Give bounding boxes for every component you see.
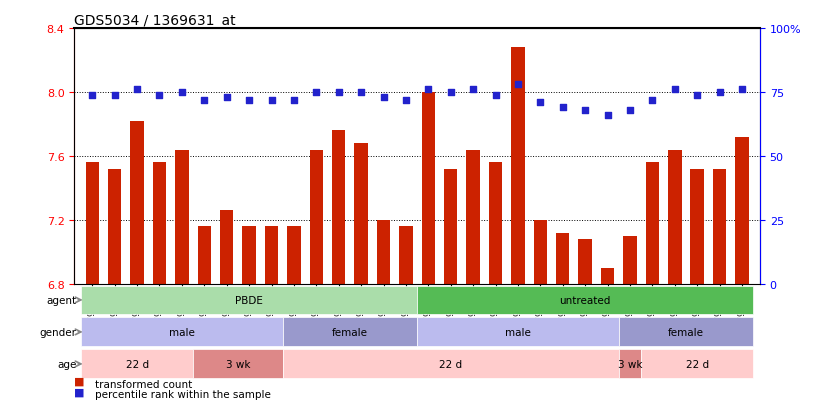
Point	[444, 90, 458, 96]
Text: agent: agent	[46, 295, 77, 305]
Text: male: male	[505, 327, 531, 337]
FancyBboxPatch shape	[282, 318, 417, 347]
Point	[534, 100, 547, 106]
Bar	[444, 169, 458, 284]
Point	[713, 90, 726, 96]
Point	[578, 107, 591, 114]
Point	[354, 90, 368, 96]
FancyBboxPatch shape	[619, 318, 753, 347]
Text: 22 d: 22 d	[686, 359, 709, 369]
Bar	[108, 169, 121, 284]
Bar	[377, 221, 390, 284]
Point	[86, 92, 99, 99]
Bar	[601, 268, 615, 284]
FancyBboxPatch shape	[81, 318, 282, 347]
Point	[243, 97, 256, 104]
Text: untreated: untreated	[559, 295, 611, 305]
Point	[287, 97, 301, 104]
Point	[265, 97, 278, 104]
Bar	[287, 227, 301, 284]
Bar	[399, 227, 413, 284]
FancyBboxPatch shape	[193, 350, 282, 378]
Bar	[310, 150, 323, 284]
Bar	[242, 227, 256, 284]
Bar	[489, 163, 502, 284]
Text: 3 wk: 3 wk	[618, 359, 643, 369]
Point	[556, 105, 569, 112]
Bar	[578, 240, 592, 284]
Point	[601, 112, 615, 119]
Point	[422, 87, 435, 93]
Point	[332, 90, 345, 96]
Text: 3 wk: 3 wk	[225, 359, 250, 369]
Text: female: female	[668, 327, 704, 337]
Point	[108, 92, 121, 99]
Text: transformed count: transformed count	[95, 379, 192, 389]
Point	[310, 90, 323, 96]
Bar	[175, 150, 188, 284]
Point	[197, 97, 211, 104]
Bar	[354, 144, 368, 284]
Point	[377, 95, 390, 101]
FancyBboxPatch shape	[417, 318, 619, 347]
Text: age: age	[57, 359, 77, 369]
FancyBboxPatch shape	[282, 350, 619, 378]
Text: PBDE: PBDE	[235, 295, 263, 305]
Bar	[624, 236, 637, 284]
Bar	[265, 227, 278, 284]
Bar	[197, 227, 211, 284]
Bar	[153, 163, 166, 284]
Bar	[131, 121, 144, 284]
Text: 22 d: 22 d	[126, 359, 149, 369]
FancyBboxPatch shape	[641, 350, 753, 378]
Bar	[556, 233, 569, 284]
Point	[399, 97, 412, 104]
Bar	[691, 169, 704, 284]
Bar	[735, 138, 748, 284]
Point	[153, 92, 166, 99]
Point	[131, 87, 144, 93]
Bar	[332, 131, 345, 284]
Point	[175, 90, 188, 96]
Point	[624, 107, 637, 114]
Text: percentile rank within the sample: percentile rank within the sample	[95, 389, 271, 399]
Bar	[534, 221, 547, 284]
Bar	[86, 163, 99, 284]
Bar	[467, 150, 480, 284]
Point	[511, 82, 525, 88]
FancyBboxPatch shape	[619, 350, 641, 378]
FancyBboxPatch shape	[417, 286, 753, 315]
FancyBboxPatch shape	[81, 286, 417, 315]
Text: 22 d: 22 d	[439, 359, 463, 369]
Bar	[421, 93, 435, 284]
Text: GDS5034 / 1369631_at: GDS5034 / 1369631_at	[74, 14, 236, 28]
Point	[489, 92, 502, 99]
Text: ■: ■	[74, 387, 85, 396]
Bar	[713, 169, 726, 284]
Point	[467, 87, 480, 93]
Text: male: male	[169, 327, 195, 337]
Text: female: female	[332, 327, 368, 337]
Point	[220, 95, 233, 101]
Text: ■: ■	[74, 376, 85, 386]
Bar	[511, 48, 525, 284]
Text: gender: gender	[40, 327, 77, 337]
Point	[668, 87, 681, 93]
Bar	[220, 211, 234, 284]
Bar	[646, 163, 659, 284]
Bar	[668, 150, 681, 284]
Point	[646, 97, 659, 104]
Point	[691, 92, 704, 99]
FancyBboxPatch shape	[81, 350, 193, 378]
Point	[735, 87, 748, 93]
